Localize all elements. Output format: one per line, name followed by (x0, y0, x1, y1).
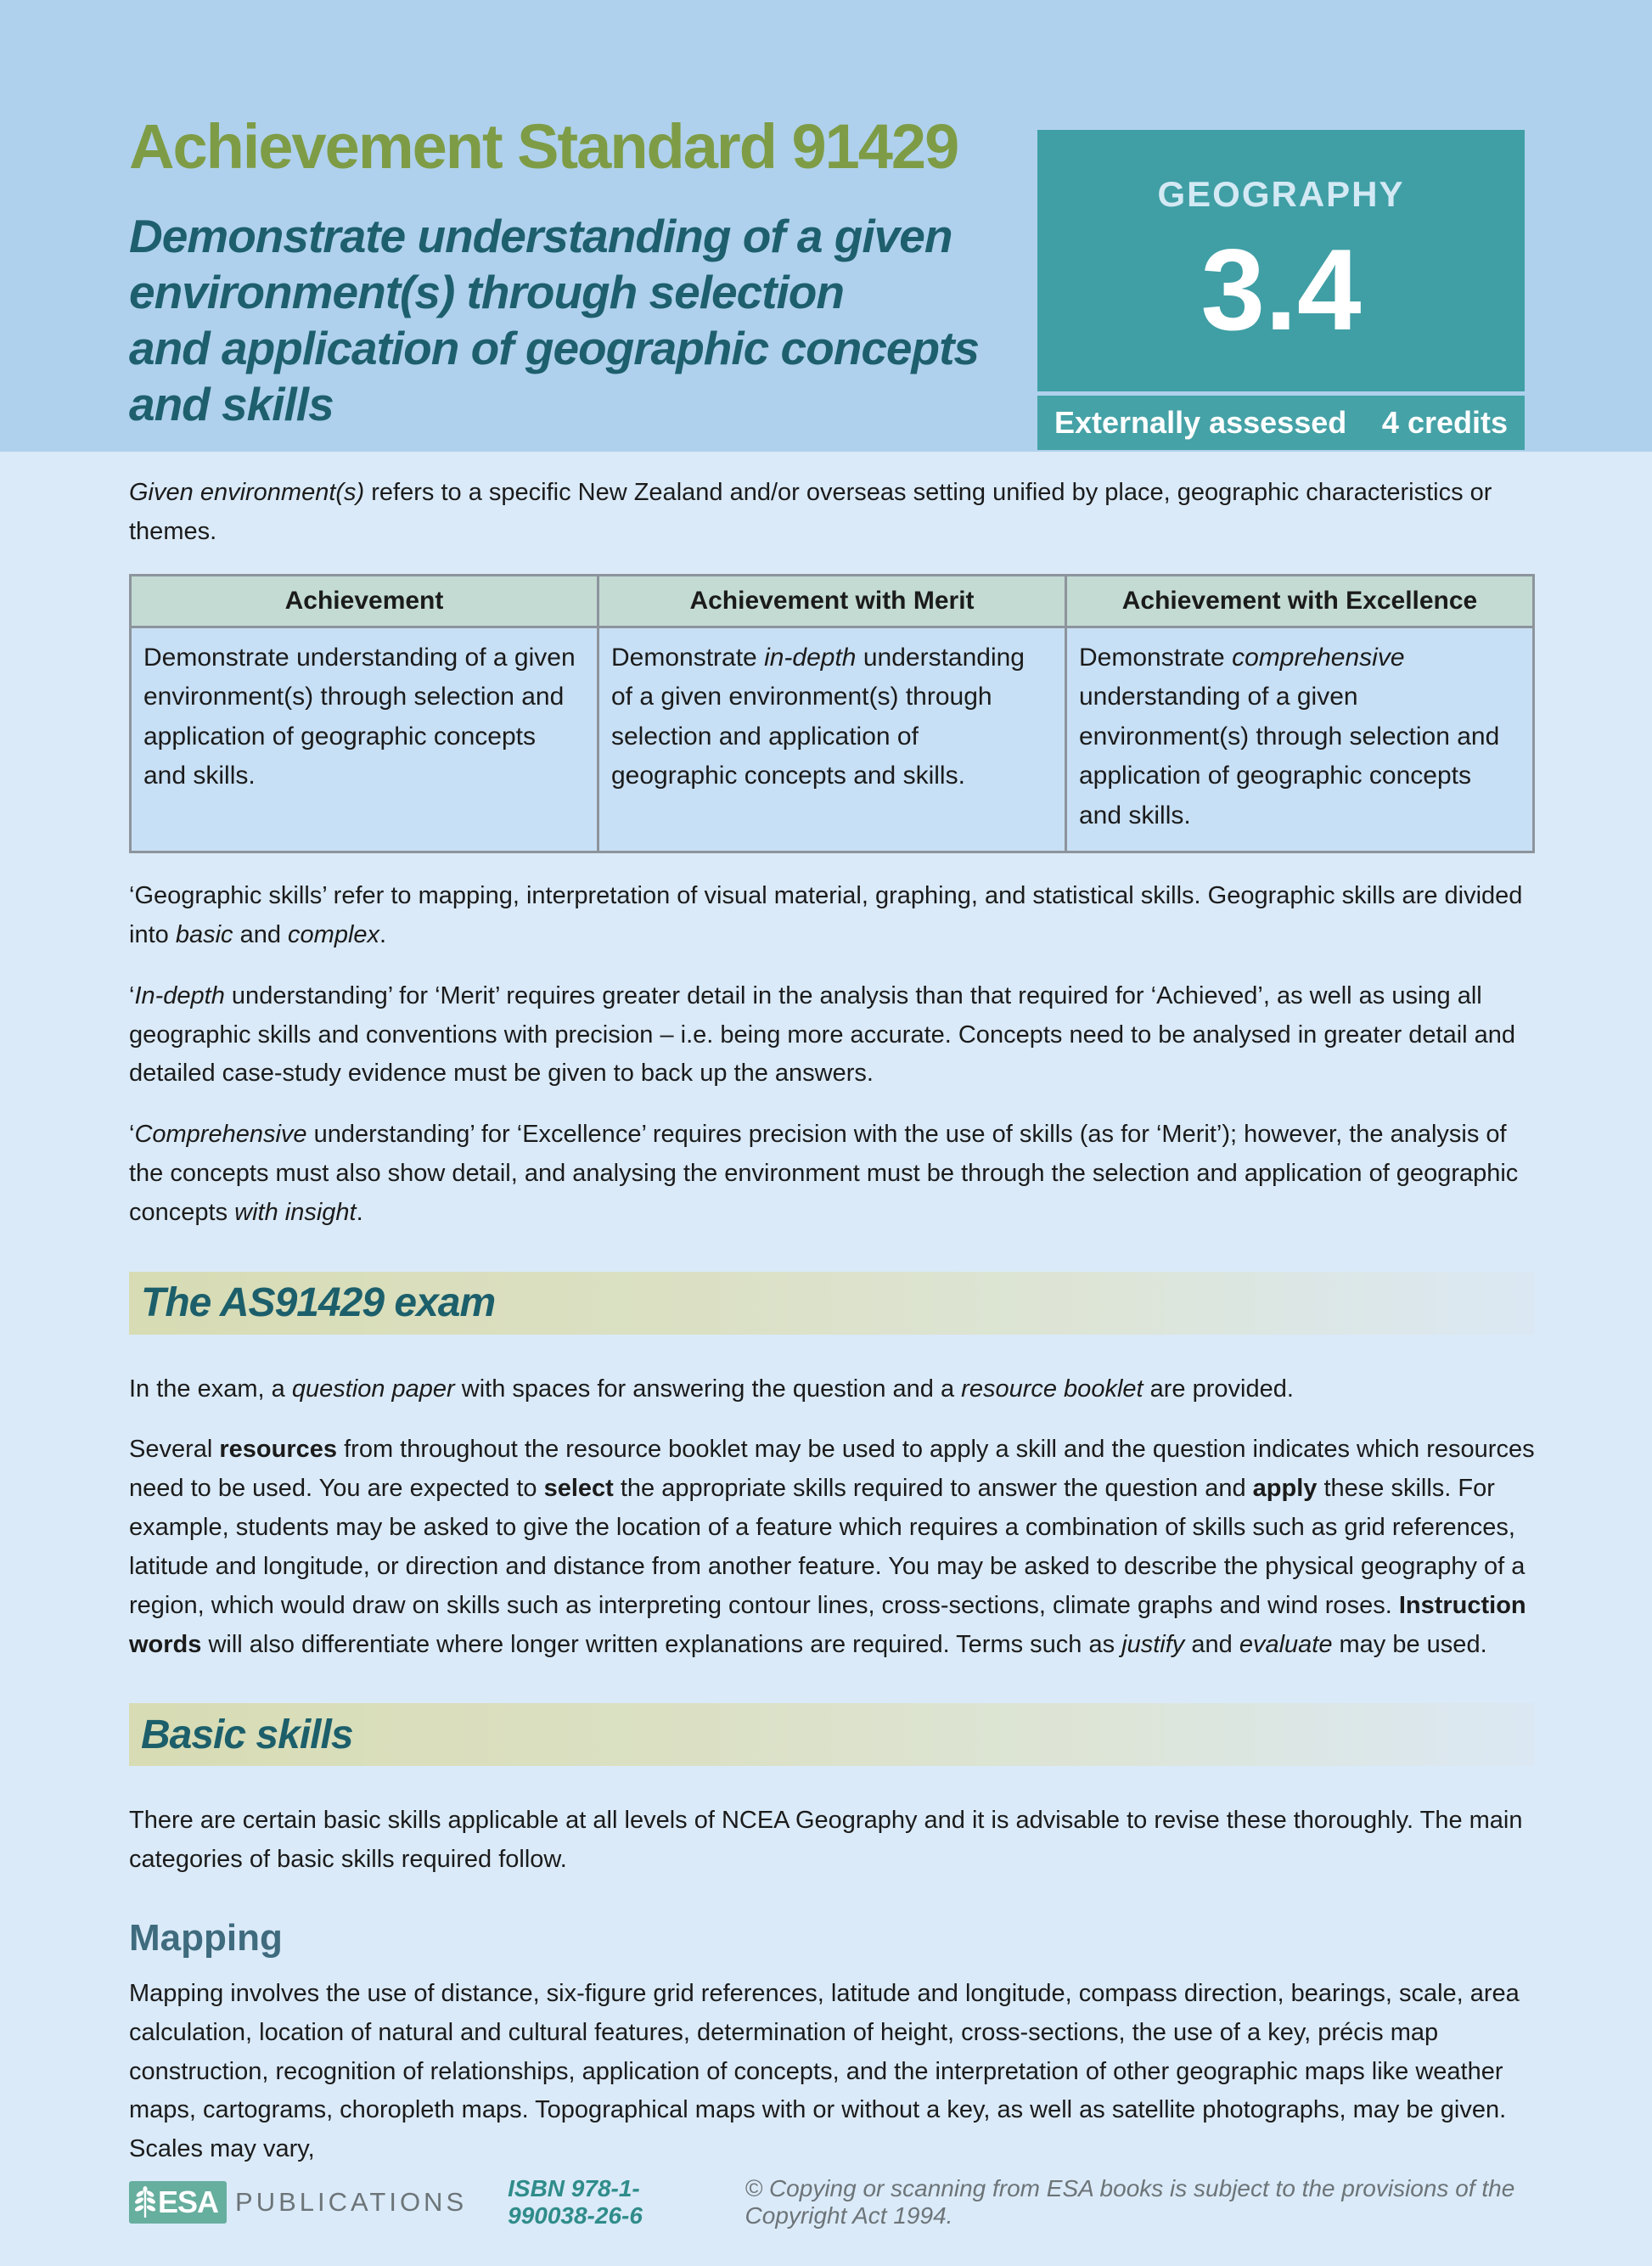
basic-skills-paragraph: There are certain basic skills applicabl… (129, 1807, 1523, 1874)
badge-subject-label: GEOGRAPHY (1157, 174, 1405, 214)
credits-label: 4 credits (1381, 405, 1508, 440)
badge-level-number: 3.4 (1200, 225, 1362, 354)
achievement-table: Achievement Achievement with Merit Achie… (129, 573, 1535, 854)
section-bar-exam: The AS91429 exam (129, 1271, 1535, 1335)
subtitle-line: and application of geographic concepts (129, 322, 980, 374)
paragraph-geographic-skills: ‘Geographic skills’ refer to mapping, in… (129, 882, 1523, 948)
esa-logo-text: ESA (158, 2184, 219, 2219)
table-row: Demonstrate understanding of a given env… (129, 625, 1535, 854)
table-header-row: Achievement Achievement with Merit Achie… (129, 573, 1535, 628)
isbn-label: ISBN 978-1-990038-26-6 (508, 2175, 643, 2229)
publications-label: PUBLICATIONS (235, 2187, 468, 2217)
table-header-excellence: Achievement with Excellence (1065, 573, 1535, 628)
footer: ESA PUBLICATIONS ISBN 978-1-990038-26-6 … (129, 2175, 1538, 2229)
section-heading-basic-skills: Basic skills (141, 1712, 354, 1757)
subtitle-line: Demonstrate understanding of a given (129, 210, 952, 262)
table-cell-merit: Demonstrate in-depth understanding of a … (597, 625, 1067, 854)
copyright-notice: © Copying or scanning from ESA books is … (745, 2175, 1515, 2229)
table-cell-achievement: Demonstrate understanding of a given env… (129, 625, 599, 854)
assessment-bar: Externally assessed 4 credits (1037, 396, 1525, 450)
page-content: Given environment(s) refers to a specifi… (0, 452, 1652, 2191)
mapping-heading: Mapping (129, 1916, 283, 1959)
page-subtitle: Demonstrate understanding of a given env… (129, 208, 980, 432)
subtitle-line: environment(s) through selection (129, 266, 845, 318)
table-header-achievement: Achievement (129, 573, 599, 628)
table-header-merit: Achievement with Merit (597, 573, 1067, 628)
intro-paragraph: Given environment(s) refers to a specifi… (129, 479, 1492, 545)
section-heading-exam: The AS91429 exam (141, 1280, 496, 1326)
paragraph-comprehensive: ‘Comprehensive understanding’ for ‘Excel… (129, 1121, 1519, 1226)
esa-leaf-icon (134, 2186, 156, 2218)
assessment-label: Externally assessed (1054, 405, 1347, 440)
page-title: Achievement Standard 91429 (129, 111, 959, 182)
esa-logo: ESA (129, 2181, 228, 2224)
subtitle-line: and skills (129, 378, 334, 430)
mapping-paragraph: Mapping involves the use of distance, si… (129, 1979, 1520, 2163)
exam-paragraph-2: Several resources from throughout the re… (129, 1436, 1535, 1658)
exam-paragraph-1: In the exam, a question paper with space… (129, 1375, 1294, 1403)
table-cell-excellence: Demonstrate comprehensive understanding … (1065, 625, 1535, 854)
paragraph-in-depth: ‘In-depth understanding’ for ‘Merit’ req… (129, 981, 1516, 1088)
header-band: Achievement Standard 91429 Demonstrate u… (0, 0, 1652, 452)
section-bar-basic-skills: Basic skills (129, 1703, 1535, 1767)
geography-badge: GEOGRAPHY 3.4 (1037, 130, 1525, 391)
